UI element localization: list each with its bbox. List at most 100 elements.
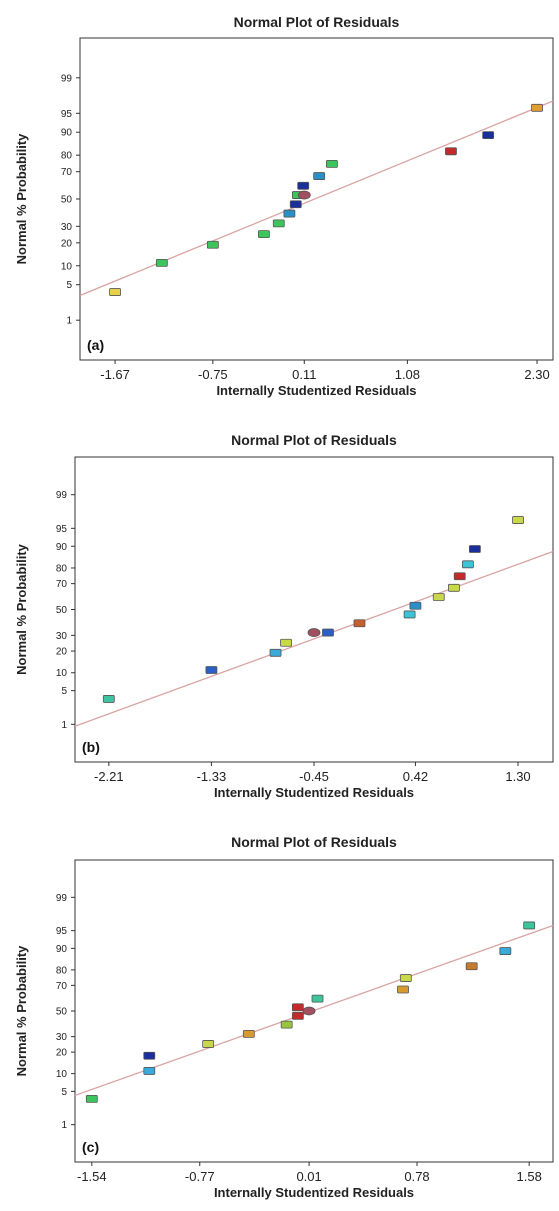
data-point: [311, 994, 324, 1003]
chart-panel-b: Normal Plot of Residuals 1 5 10 20 30 50 70 80 90…: [14, 432, 554, 800]
y-tick-label: 99: [56, 893, 68, 904]
data-point: [143, 1067, 156, 1075]
data-point: [289, 200, 302, 209]
plot-frame: [74, 456, 554, 763]
x-tick-label: 0.01: [296, 1169, 321, 1184]
plot-frame: [79, 37, 554, 361]
y-tick-label: 80: [61, 151, 73, 162]
y-tick-label: 50: [61, 195, 73, 206]
y-tick-label: 10: [56, 1069, 68, 1080]
data-point: [283, 209, 296, 218]
y-tick-label: 5: [61, 686, 67, 697]
chart-panel-a: Normal Plot of Residuals 1 5 10 20 30 50 70 80 90…: [14, 14, 554, 398]
x-axis-label: Internally Studentized Residuals: [214, 785, 414, 800]
y-tick-label: 90: [56, 944, 68, 955]
x-tick-label: 0.11: [292, 367, 316, 382]
x-axis-label: Internally Studentized Residuals: [216, 383, 416, 398]
data-point: [297, 181, 310, 190]
data-point: [432, 593, 445, 601]
data-point: [257, 230, 270, 239]
y-tick-label: 99: [61, 73, 73, 84]
y-tick-label: 95: [56, 926, 68, 937]
data-point: [448, 583, 460, 592]
data-point: [242, 1029, 255, 1038]
y-tick-label: 95: [61, 109, 73, 120]
fit-line: [74, 550, 554, 727]
y-tick-label: 90: [56, 542, 68, 553]
data-point: [461, 560, 474, 569]
data-point: [291, 1003, 304, 1012]
y-tick-label: 10: [61, 261, 73, 272]
data-point: [512, 516, 524, 524]
y-tick-label: 95: [56, 524, 68, 535]
data-point: [399, 974, 412, 982]
data-point: [313, 172, 326, 180]
x-tick-label: 2.30: [524, 367, 549, 382]
x-tick-label: 0.78: [404, 1169, 429, 1184]
y-tick-label: 1: [61, 1120, 67, 1131]
x-tick-label: 1.58: [517, 1169, 542, 1184]
data-point-circle: [297, 190, 311, 200]
x-tick-label: -0.75: [198, 367, 228, 382]
y-tick-label: 10: [56, 668, 68, 679]
y-tick-label: 99: [56, 490, 68, 501]
data-point-circle: [302, 1006, 316, 1016]
y-tick-label: 20: [56, 647, 68, 658]
data-point: [85, 1095, 98, 1103]
x-tick-label: -1.54: [77, 1169, 107, 1184]
data-point: [206, 240, 219, 249]
y-tick-label: 80: [56, 563, 68, 574]
data-point: [523, 921, 536, 930]
chart-title: Normal Plot of Residuals: [231, 834, 397, 850]
data-point: [445, 147, 457, 156]
chart-title: Normal Plot of Residuals: [231, 432, 397, 448]
data-point: [143, 1051, 156, 1060]
chart-title: Normal Plot of Residuals: [234, 14, 400, 30]
y-axis-label: Normal % Probability: [14, 133, 29, 265]
fit-line: [79, 100, 554, 297]
data-point-circle: [307, 628, 321, 637]
x-tick-label: 1.08: [395, 367, 420, 382]
data-point: [291, 1012, 304, 1020]
y-tick-label: 20: [61, 238, 73, 249]
x-tick-label: -2.21: [94, 769, 124, 784]
data-point: [269, 648, 282, 657]
data-point: [322, 628, 334, 637]
y-tick-label: 30: [56, 1032, 68, 1043]
y-tick-label: 1: [61, 720, 67, 731]
x-tick-label: 0.42: [403, 769, 428, 784]
x-tick-label: -0.45: [299, 769, 329, 784]
panel-label: (c): [82, 1139, 99, 1155]
y-axis-label: Normal % Probability: [14, 543, 29, 675]
data-point: [468, 545, 481, 553]
panel-label: (a): [87, 337, 104, 353]
y-tick-label: 30: [56, 631, 68, 642]
y-axis-label: Normal % Probability: [14, 945, 29, 1077]
y-tick-label: 5: [66, 280, 72, 291]
panel-label: (b): [82, 739, 100, 755]
data-point: [353, 619, 366, 628]
x-axis-label: Internally Studentized Residuals: [214, 1185, 414, 1200]
y-tick-label: 20: [56, 1048, 68, 1059]
y-tick-label: 70: [61, 167, 73, 178]
y-tick-label: 70: [56, 981, 68, 992]
x-tick-label: -1.67: [100, 367, 130, 382]
x-tick-label: -0.77: [185, 1169, 215, 1184]
y-tick-label: 70: [56, 579, 68, 590]
y-tick-label: 30: [61, 222, 73, 233]
y-tick-label: 80: [56, 965, 68, 976]
y-tick-label: 50: [56, 1007, 68, 1018]
chart-panel-c: Normal Plot of Residuals 1 5 10 20 30 50 70 80 90…: [14, 834, 554, 1200]
y-tick-label: 50: [56, 605, 68, 616]
y-tick-label: 5: [61, 1087, 67, 1098]
data-point: [109, 288, 121, 296]
data-point: [102, 695, 115, 703]
x-tick-label: -1.33: [197, 769, 227, 784]
y-tick-label: 1: [66, 316, 72, 327]
data-point: [482, 131, 495, 139]
data-point: [205, 666, 218, 674]
data-point: [326, 159, 338, 168]
data-point: [280, 1020, 293, 1029]
